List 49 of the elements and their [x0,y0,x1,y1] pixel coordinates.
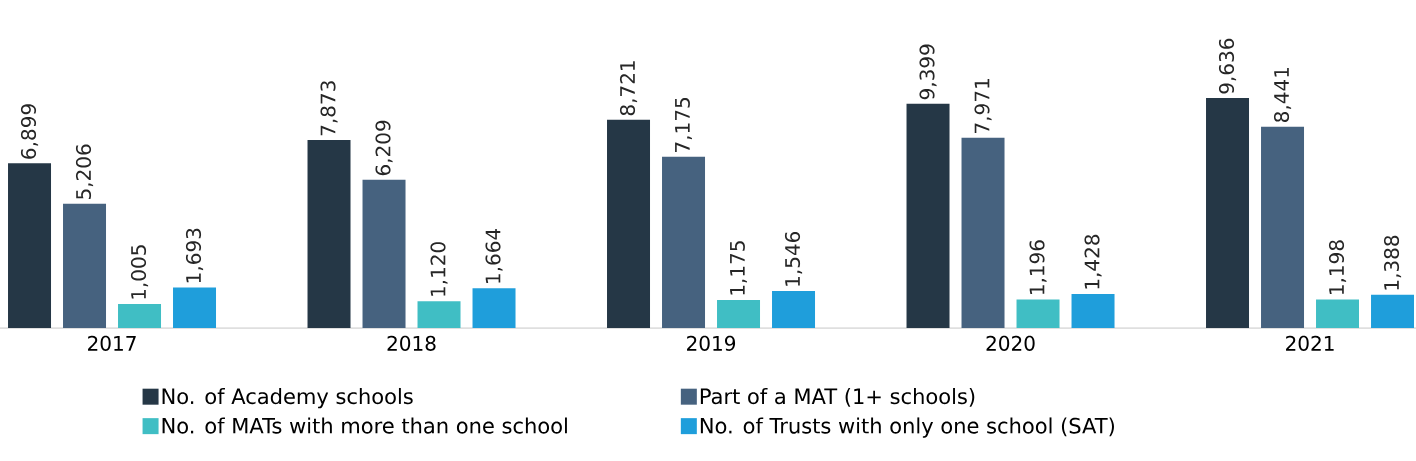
data-label: 1,005 [130,245,149,299]
data-label: 8,721 [619,61,638,116]
legend-label: No. of MATs with more than one school [162,417,567,434]
bar [8,163,52,328]
data-label: 8,441 [1273,67,1292,122]
bar [607,119,651,328]
bar [417,301,461,328]
data-label: 9,636 [1218,38,1237,94]
data-label: 1,693 [185,228,204,283]
x-tick-label: 2021 [1286,335,1334,351]
data-label: 1,198 [1328,240,1347,295]
data-label: 9,399 [919,44,937,100]
bar [1071,293,1115,328]
bar [118,304,162,328]
bar [1371,294,1415,328]
bar [1016,299,1060,328]
data-label: 1,388 [1383,235,1402,290]
bar [173,287,217,328]
legend-label: Part of a MAT (1+ schools) [700,387,975,407]
data-label: 1,120 [430,242,448,296]
bar [906,103,950,328]
data-label: 1,196 [1029,240,1047,295]
data-label: 7,175 [675,98,692,152]
x-tick-label: 2019 [687,335,736,351]
legend-label: No. of Trusts with only one school (SAT) [700,417,1114,438]
data-label: 1,428 [1084,234,1102,289]
legend-label: No. of Academy schools [162,387,413,409]
bar [472,288,516,328]
bar [772,291,816,328]
data-label: 1,664 [485,228,503,283]
bar [662,156,706,328]
bar [961,137,1005,328]
bar [63,203,107,328]
data-label: 7,873 [320,81,338,136]
bar [1316,299,1360,328]
data-label: 6,209 [375,120,393,176]
x-tick-label: 2017 [88,335,136,351]
bar [1206,97,1250,328]
data-label: 5,206 [75,144,94,199]
x-tick-label: 2018 [387,335,436,351]
bar [717,299,761,328]
data-label: 7,971 [974,79,992,133]
data-label: 1,546 [784,231,803,286]
bar [362,179,406,328]
bar [1261,126,1305,328]
bar [307,140,351,328]
data-label: 6,899 [20,104,39,159]
x-tick-label: 2020 [986,335,1035,351]
data-label: 1,175 [730,241,747,295]
